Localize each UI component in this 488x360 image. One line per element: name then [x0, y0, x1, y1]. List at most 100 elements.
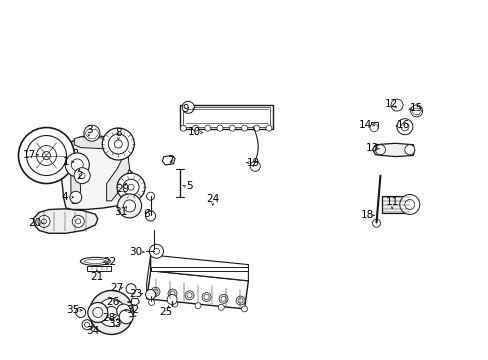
Circle shape: [182, 101, 194, 113]
Bar: [87, 266, 111, 271]
Polygon shape: [146, 271, 248, 309]
Text: 35: 35: [65, 305, 79, 315]
Circle shape: [114, 140, 122, 148]
Circle shape: [219, 294, 227, 303]
Circle shape: [148, 300, 154, 305]
Circle shape: [404, 199, 414, 210]
Circle shape: [180, 125, 186, 131]
Circle shape: [238, 298, 243, 303]
Circle shape: [108, 134, 128, 154]
Circle shape: [74, 168, 90, 184]
Circle shape: [126, 284, 136, 294]
Polygon shape: [146, 255, 150, 299]
Bar: [382, 196, 409, 213]
Text: 26: 26: [105, 297, 119, 307]
Text: 9: 9: [182, 104, 189, 114]
Circle shape: [82, 320, 92, 330]
Circle shape: [202, 293, 211, 302]
Circle shape: [117, 304, 130, 318]
Text: 14: 14: [358, 120, 372, 130]
Circle shape: [72, 215, 84, 228]
Circle shape: [236, 296, 244, 305]
Circle shape: [153, 289, 158, 294]
Circle shape: [117, 194, 142, 218]
Circle shape: [410, 105, 422, 117]
Text: 2: 2: [76, 171, 82, 181]
Text: 20: 20: [29, 218, 41, 228]
Polygon shape: [71, 149, 81, 203]
Circle shape: [170, 291, 175, 296]
Circle shape: [41, 219, 46, 224]
Circle shape: [167, 294, 177, 305]
Circle shape: [123, 179, 139, 195]
Circle shape: [97, 298, 125, 327]
Text: 33: 33: [108, 319, 122, 329]
Polygon shape: [60, 135, 138, 210]
Circle shape: [399, 194, 419, 215]
Circle shape: [70, 191, 81, 203]
Circle shape: [241, 306, 247, 312]
Text: 32: 32: [126, 305, 140, 315]
Text: 12: 12: [384, 99, 397, 109]
Circle shape: [375, 145, 385, 155]
Text: 10: 10: [188, 127, 201, 138]
Circle shape: [171, 301, 178, 307]
Circle shape: [102, 128, 134, 160]
Circle shape: [119, 310, 133, 324]
Text: 34: 34: [86, 326, 100, 336]
Circle shape: [217, 125, 223, 131]
Text: 23: 23: [129, 289, 142, 300]
Text: 3: 3: [85, 125, 92, 135]
Circle shape: [195, 303, 201, 309]
Circle shape: [89, 291, 133, 334]
Text: 24: 24: [205, 194, 219, 204]
Polygon shape: [131, 298, 139, 305]
Circle shape: [88, 302, 107, 323]
Text: 19: 19: [246, 158, 260, 168]
Circle shape: [145, 289, 155, 300]
Text: 27: 27: [109, 283, 123, 293]
Text: 5: 5: [186, 181, 193, 192]
Text: 15: 15: [409, 103, 423, 113]
Ellipse shape: [80, 257, 110, 265]
Text: 25: 25: [159, 307, 173, 318]
Text: 21: 21: [90, 272, 103, 282]
Circle shape: [250, 161, 260, 171]
Circle shape: [65, 153, 89, 177]
Circle shape: [79, 173, 85, 179]
Circle shape: [218, 304, 224, 310]
Circle shape: [265, 125, 271, 131]
Circle shape: [151, 287, 160, 296]
Ellipse shape: [84, 259, 106, 264]
Circle shape: [168, 289, 177, 298]
Circle shape: [390, 99, 402, 111]
Text: 11: 11: [385, 197, 398, 207]
Circle shape: [192, 125, 198, 131]
Circle shape: [84, 322, 89, 327]
Bar: [370, 122, 377, 128]
Circle shape: [253, 125, 259, 131]
Polygon shape: [106, 157, 129, 201]
Circle shape: [117, 173, 145, 201]
Circle shape: [372, 219, 380, 227]
Polygon shape: [372, 143, 414, 157]
Text: 22: 22: [103, 257, 117, 267]
Circle shape: [203, 294, 209, 300]
Circle shape: [93, 307, 102, 318]
Circle shape: [38, 215, 50, 228]
Text: 18: 18: [360, 210, 374, 220]
Text: 6: 6: [143, 209, 150, 219]
Polygon shape: [180, 105, 272, 129]
Text: 30: 30: [129, 247, 142, 257]
Text: 4: 4: [61, 192, 68, 202]
Text: 17: 17: [22, 150, 36, 160]
Bar: [150, 267, 248, 271]
Polygon shape: [162, 156, 175, 165]
Circle shape: [26, 135, 66, 176]
Circle shape: [128, 184, 134, 190]
Circle shape: [186, 293, 192, 298]
Circle shape: [404, 145, 414, 155]
Text: 29: 29: [116, 184, 130, 194]
Text: 1: 1: [62, 157, 69, 167]
Circle shape: [153, 248, 159, 254]
